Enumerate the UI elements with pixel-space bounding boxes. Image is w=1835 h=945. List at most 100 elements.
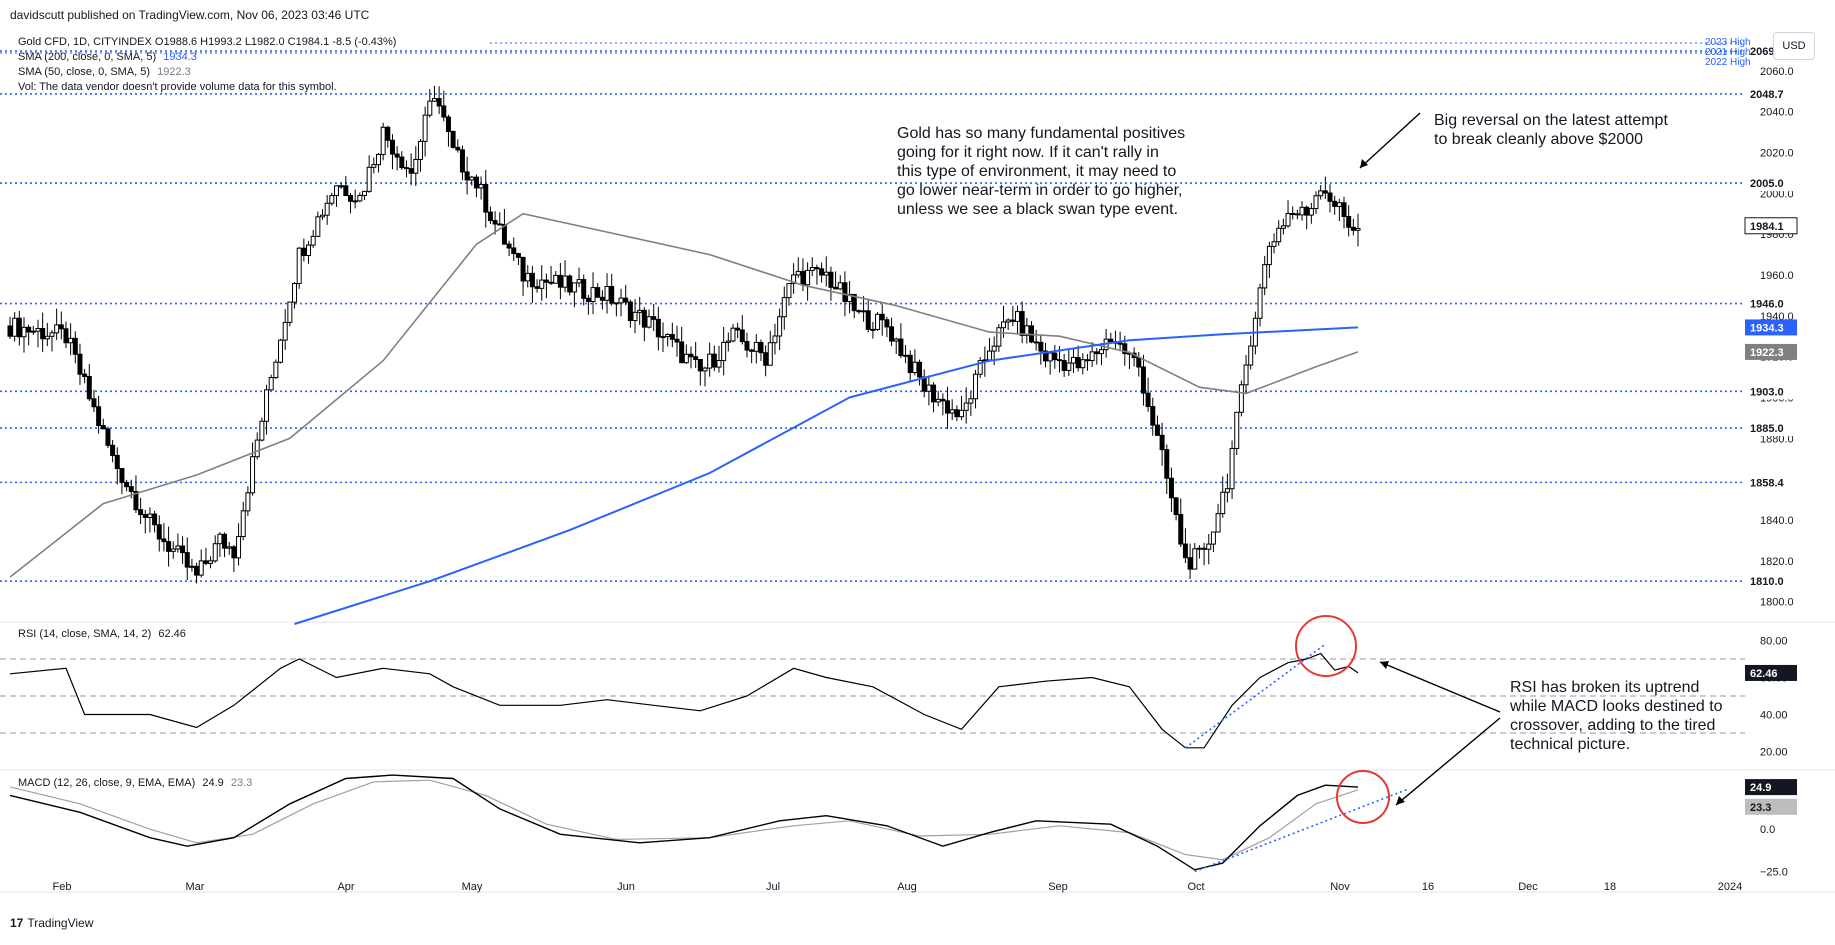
rsi-legend[interactable]: RSI (14, close, SMA, 14, 2) 62.46 [18, 628, 186, 640]
candle-body [833, 286, 839, 290]
candle-body [1327, 192, 1333, 202]
candle-body [464, 171, 470, 181]
candle-body [963, 402, 969, 411]
candle-body [870, 328, 876, 331]
sma50-value: 1922.3 [157, 66, 191, 78]
time-axis-label: 2024 [1718, 881, 1742, 893]
symbol-legend[interactable]: Gold CFD, 1D, CITYINDEX O1988.6 H1993.2 … [18, 36, 397, 48]
time-axis-label: 18 [1604, 881, 1616, 893]
macd-legend[interactable]: MACD (12, 26, close, 9, EMA, EMA) 24.9 2… [18, 777, 252, 789]
candle-body [865, 310, 871, 330]
candle-body [1066, 362, 1072, 371]
candle-body [347, 194, 353, 202]
candle-body [539, 279, 545, 289]
candle-body [1257, 287, 1263, 319]
candle-body [91, 398, 97, 408]
time-axis-label: Nov [1330, 881, 1350, 893]
candle-body [567, 275, 573, 293]
reversal-annotation: Big reversal on the latest attempt to br… [1434, 112, 1668, 148]
candle-body [786, 283, 792, 299]
candle-body [1042, 350, 1048, 362]
rsi-tag-bg [1745, 664, 1797, 681]
candle-body [949, 409, 955, 414]
candle-body [1084, 359, 1090, 362]
candle-body [1206, 543, 1212, 550]
candle-body [338, 185, 344, 188]
candle-body [1075, 356, 1081, 369]
sma200-legend[interactable]: SMA (200, close, 0, SMA, 5) 1934.3 [18, 51, 197, 63]
currency-button[interactable]: USD [1773, 32, 1815, 60]
candle-body [315, 216, 321, 237]
candle-body [623, 297, 629, 303]
candle-body [427, 100, 433, 116]
candle-body [926, 384, 932, 392]
candle-body [1229, 447, 1235, 490]
candle-body [128, 486, 134, 492]
price-tick-label: 2000.0 [1760, 188, 1794, 200]
candle-body [977, 360, 983, 375]
candle-body [945, 400, 951, 414]
candle-body [245, 492, 251, 512]
candle-body [417, 140, 423, 160]
candle-body [1178, 514, 1184, 545]
macd-circle [1336, 770, 1390, 824]
level-tag-bg [1745, 295, 1797, 312]
candle-body [618, 297, 624, 304]
candle-body [711, 353, 717, 368]
candle-body [114, 454, 120, 470]
candle-body [683, 353, 689, 364]
candle-body [571, 282, 577, 293]
candle-body [1294, 213, 1300, 216]
candle-body [716, 359, 722, 368]
candle-body [1322, 190, 1328, 194]
candle-body [72, 337, 78, 355]
rsi-annotation: RSI has broken its uptrend while MACD lo… [1510, 679, 1723, 753]
candle-body [1276, 227, 1282, 243]
candle-body [329, 195, 335, 204]
macd-tag: 24.9 [1750, 782, 1771, 794]
macd-tag-bg [1745, 779, 1797, 796]
candle-body [842, 282, 848, 302]
candle-body [175, 545, 181, 550]
candle-body [273, 361, 279, 379]
candle-body [669, 333, 675, 340]
candle-body [828, 271, 834, 288]
tradingview-logo[interactable]: 17 TradingView [10, 916, 93, 930]
level-tag: 2048.7 [1750, 89, 1784, 101]
candle-body [1061, 360, 1067, 371]
macd-line [9, 774, 1359, 871]
candle-body [562, 275, 568, 288]
candle-body [744, 341, 750, 351]
candle-body [627, 301, 633, 322]
candle-body [310, 235, 316, 246]
candle-body [893, 338, 899, 342]
candle-body [1001, 321, 1007, 329]
candle-body [1271, 241, 1277, 247]
candle-body [931, 384, 937, 403]
candle-body [702, 367, 708, 372]
candle-body [189, 565, 195, 568]
level-tag-bg [1745, 420, 1797, 437]
candle-body [380, 126, 386, 155]
candle-body [198, 560, 204, 576]
time-axis-label: Jun [617, 881, 635, 893]
candle-body [851, 293, 857, 312]
candle-body [548, 281, 554, 284]
candle-body [609, 286, 615, 304]
candle-body [492, 220, 498, 225]
candle-body [1350, 226, 1356, 231]
candle-body [334, 185, 340, 197]
candle-body [707, 353, 713, 369]
rsi-tick-label: 20.00 [1760, 747, 1788, 759]
candle-body [767, 342, 773, 366]
candle-body [1098, 349, 1104, 355]
sma50-legend[interactable]: SMA (50, close, 0, SMA, 5) 1922.3 [18, 66, 191, 78]
candle-body [357, 194, 363, 202]
candle-body [1150, 406, 1156, 426]
candle-body [445, 116, 451, 132]
candle-body [1117, 342, 1123, 345]
candle-body [632, 311, 638, 322]
candle-body [54, 324, 60, 334]
candle-body [413, 158, 419, 174]
